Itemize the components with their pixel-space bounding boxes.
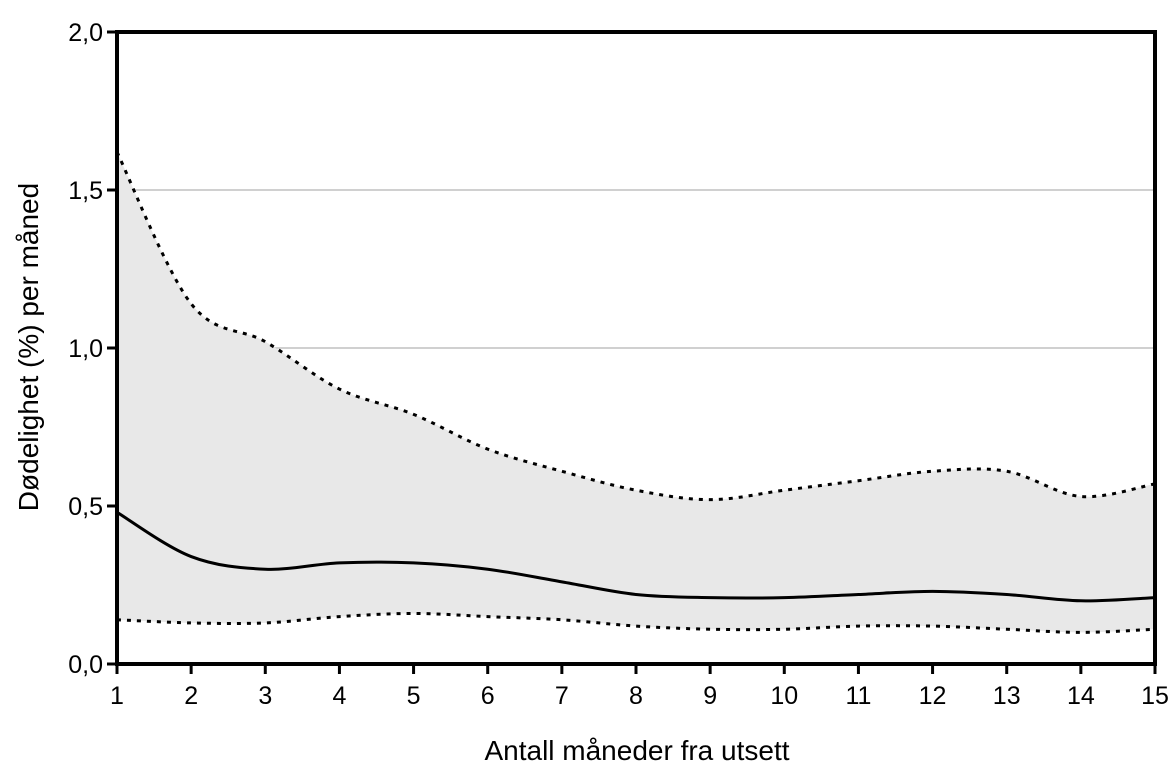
x-tick-label: 3 (258, 682, 272, 710)
x-tick-label: 5 (407, 682, 421, 710)
x-tick-label: 14 (1067, 682, 1095, 710)
upper-bound-line (115, 151, 1156, 502)
y-tick-label: 2,0 (68, 19, 103, 47)
x-tick-label: 6 (481, 682, 495, 710)
x-tick-label: 11 (845, 682, 871, 710)
x-tick-label: 10 (770, 682, 798, 710)
x-tick-label: 12 (919, 682, 947, 710)
y-tick-label: 0,5 (68, 493, 103, 521)
x-tick-label: 8 (629, 682, 643, 710)
lower-bound-line (116, 611, 1156, 634)
confidence-band (117, 152, 1155, 633)
x-tick-label: 13 (993, 682, 1021, 710)
x-tick-label: 1 (110, 682, 124, 710)
y-tick-label: 1,0 (68, 335, 103, 363)
x-axis-label: Antall måneder fra utsett (484, 735, 789, 766)
x-axis-ticks: 1 2 3 4 5 6 7 8 9 10 11 12 13 14 15 (110, 664, 1169, 710)
y-axis-ticks: 0,0 0,5 1,0 1,5 2,0 (68, 19, 117, 679)
y-tick-label: 1,5 (68, 177, 103, 205)
x-tick-label: 15 (1141, 682, 1169, 710)
median-line (116, 511, 1156, 603)
y-tick-label: 0,0 (68, 651, 103, 679)
x-tick-label: 2 (184, 682, 198, 710)
x-tick-label: 7 (555, 682, 569, 710)
y-axis-label: Dødelighet (%) per måned (13, 183, 44, 511)
x-tick-label: 4 (332, 682, 346, 710)
x-tick-label: 9 (703, 682, 717, 710)
